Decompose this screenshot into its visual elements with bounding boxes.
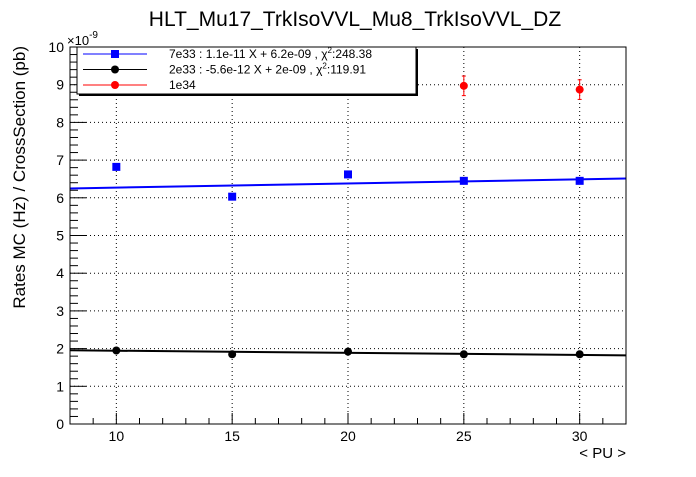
legend-chi-value: :119.91: [327, 63, 366, 77]
data-point-7e33: [112, 162, 121, 171]
y-tick-label: 7: [56, 152, 64, 168]
y-tick-label: 0: [56, 416, 64, 432]
y-axis-exponent: ×10-9: [67, 30, 98, 48]
fit-line-7e33: [69, 177, 627, 190]
y-tick-label: 4: [56, 265, 64, 281]
fit-lines: [69, 177, 627, 357]
legend-chi-value: :248.38: [332, 47, 372, 61]
chart-title: HLT_Mu17_TrkIsoVVL_Mu8_TrkIsoVVL_DZ: [149, 8, 562, 31]
data-point-2e33: [575, 350, 584, 359]
data-point-2e33: [344, 347, 352, 356]
data-point-7e33: [344, 170, 352, 179]
data-point-1e34: [575, 85, 584, 94]
data-point-7e33: [459, 176, 468, 185]
legend-chi-superscript: 2: [322, 62, 327, 71]
data-point-2e33: [228, 350, 237, 359]
data-point-2e33: [112, 346, 121, 355]
x-tick-label: 20: [340, 428, 356, 444]
legend-label-text: 1e34: [169, 78, 196, 92]
legend-label-1e34: 1e34: [169, 78, 196, 92]
y-axis-label: Rates MC (Hz) / CrossSection (pb): [10, 46, 29, 309]
legend-label-2e33: 2e33 : -5.6e-12 X + 2e-09 , χ2:119.91: [169, 62, 366, 77]
x-tick-label: 30: [572, 428, 588, 444]
data-point-1e34: [459, 81, 468, 90]
legend-chi-superscript: 2: [328, 46, 333, 55]
data-point-2e33: [459, 350, 468, 359]
x-axis-label: < PU >: [579, 445, 626, 462]
legend-label-text: 7e33 : 1.1e-11 X + 6.2e-09 , χ: [169, 47, 328, 61]
y-tick-label: 3: [56, 303, 64, 319]
y-axis-exponent-power: -9: [89, 30, 98, 41]
legend-label-text: 2e33 : -5.6e-12 X + 2e-09 , χ: [169, 63, 323, 77]
y-tick-label: 5: [56, 228, 64, 244]
x-tick-label: 25: [456, 428, 472, 444]
data-points: [112, 75, 584, 359]
data-point-7e33: [575, 176, 584, 185]
legend-label-7e33: 7e33 : 1.1e-11 X + 6.2e-09 , χ2:248.38: [169, 46, 372, 61]
x-tick-label: 10: [109, 428, 125, 444]
x-tick-label: 15: [224, 428, 240, 444]
y-tick-label: 1: [56, 378, 64, 394]
legend-box: [76, 46, 417, 95]
legend-marker-1e34: [111, 81, 119, 89]
legend-marker-7e33: [111, 50, 119, 58]
legend: 7e33 : 1.1e-11 X + 6.2e-09 , χ2:248.382e…: [76, 46, 418, 96]
y-tick-label: 6: [56, 190, 64, 206]
y-axis-exponent-base: ×10: [67, 33, 89, 48]
y-tick-label: 8: [56, 114, 64, 130]
data-point-7e33: [228, 192, 237, 201]
y-tick-label: 9: [56, 77, 64, 93]
y-tick-label: 2: [56, 341, 64, 357]
axes: 10 15 20 25 30 0 1 2 3 4 5 6 7 8 9 10: [48, 39, 627, 444]
legend-marker-2e33: [111, 65, 119, 74]
grid: [70, 47, 626, 424]
y-tick-label: 10: [48, 39, 64, 55]
